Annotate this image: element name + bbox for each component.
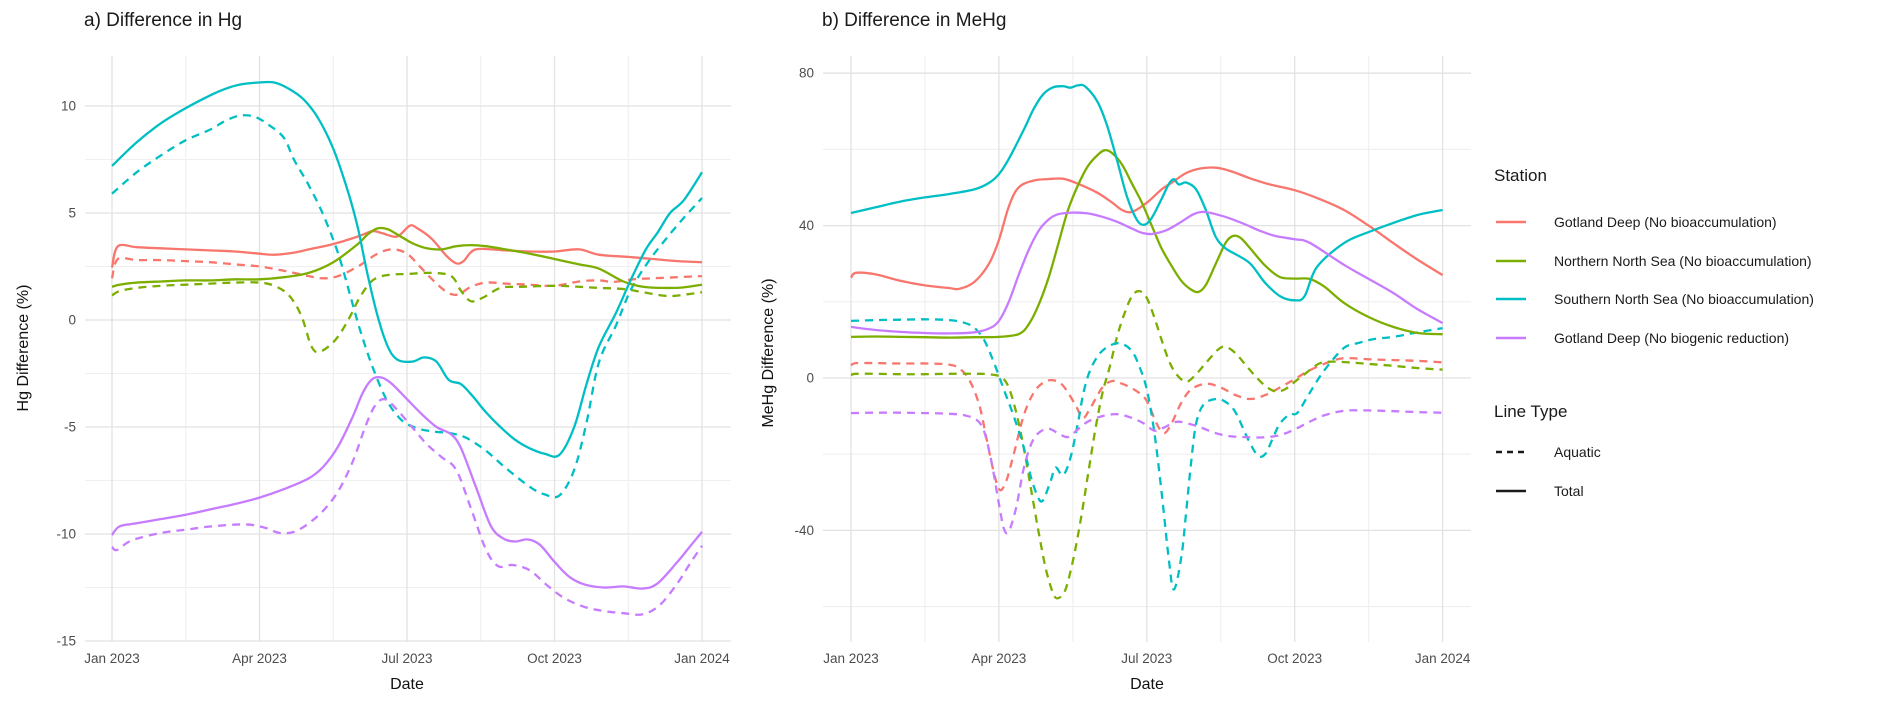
mehg-x-axis-title: Date — [1130, 676, 1164, 693]
legend-station-item-2: Southern North Sea (No bioaccumulation) — [1494, 284, 1814, 314]
legend-station-item-1: Northern North Sea (No bioaccumulation) — [1494, 246, 1812, 276]
x-tick-label: Apr 2023 — [232, 651, 287, 666]
x-tick-label: Jan 2024 — [1415, 651, 1471, 666]
legend: Station Line Type Gotland Deep (No bioac… — [1494, 0, 1884, 704]
legend-item-label: Northern North Sea (No bioaccumulation) — [1554, 252, 1812, 269]
y-tick-label: -15 — [56, 634, 76, 649]
y-tick-label: 80 — [799, 66, 814, 81]
legend-item-label: Southern North Sea (No bioaccumulation) — [1554, 291, 1814, 308]
series-total-2 — [111, 80, 703, 458]
series-aquatic-0 — [110, 248, 703, 297]
x-tick-label: Apr 2023 — [972, 651, 1027, 666]
legend-station-title: Station — [1494, 166, 1547, 185]
mehg-y-axis-title: MeHg Difference (%) — [760, 278, 777, 428]
legend-line-swatch — [1496, 298, 1526, 301]
mehg-chart: 80 40 0 -40 Jan 2023 Apr 2023 Jul 2023 Oct 2023… — [794, 56, 1471, 666]
x-tick-label: Jul 2023 — [1121, 651, 1172, 666]
legend-linetype-title: Line Type — [1494, 402, 1568, 421]
legend-item-label: Total — [1554, 482, 1584, 499]
legend-line-swatch — [1496, 220, 1526, 224]
series-total-0 — [850, 166, 1444, 291]
panel-b-title: b) Difference in MeHg — [822, 10, 1007, 31]
y-tick-label: 5 — [68, 206, 76, 221]
x-tick-label: Jul 2023 — [381, 651, 432, 666]
series-aquatic-2 — [111, 114, 703, 499]
y-tick-label: -40 — [794, 523, 814, 538]
hg-chart: 10 5 0 -5 -10 -15 Jan 2023 Apr 2023 Jul 2023 Oct … — [56, 56, 731, 666]
legend-linetype-item-0: Aquatic — [1494, 437, 1601, 467]
legend-line-swatch — [1496, 450, 1526, 454]
series-total-3 — [850, 210, 1444, 335]
series-total-3 — [111, 375, 703, 590]
legend-item-label: Aquatic — [1554, 444, 1601, 460]
y-tick-label: -5 — [64, 420, 76, 435]
series-total-1 — [850, 148, 1443, 339]
series-aquatic-1 — [111, 271, 703, 354]
legend-line-swatch — [1496, 259, 1526, 262]
legend-item-label: Gotland Deep (No bioaccumulation) — [1554, 214, 1777, 230]
x-tick-label: Jan 2023 — [84, 651, 140, 666]
y-tick-label: 10 — [61, 99, 76, 114]
legend-station-item-3: Gotland Deep (No biogenic reduction) — [1494, 323, 1789, 353]
y-tick-label: 0 — [806, 371, 814, 386]
legend-line-swatch — [1496, 336, 1526, 340]
x-tick-label: Oct 2023 — [1267, 651, 1322, 666]
legend-station-item-0: Gotland Deep (No bioaccumulation) — [1494, 207, 1777, 237]
legend-linetype-item-1: Total — [1494, 476, 1584, 506]
y-tick-label: 40 — [799, 218, 814, 233]
y-tick-label: -10 — [56, 527, 76, 542]
hg-x-axis-title: Date — [390, 676, 424, 693]
series-aquatic-0 — [850, 356, 1443, 492]
hg-y-axis-title: Hg Difference (%) — [15, 284, 32, 412]
series-total-0 — [110, 224, 703, 268]
x-tick-label: Oct 2023 — [527, 651, 582, 666]
series-total-2 — [850, 83, 1443, 302]
legend-line-swatch — [1496, 489, 1526, 492]
series-aquatic-3 — [850, 409, 1443, 535]
panel-a-title: a) Difference in Hg — [84, 10, 243, 31]
y-tick-label: 0 — [68, 313, 76, 328]
series-total-1 — [111, 226, 703, 290]
legend-item-label: Gotland Deep (No biogenic reduction) — [1554, 330, 1790, 347]
series-aquatic-1 — [850, 289, 1443, 600]
x-tick-label: Jan 2023 — [823, 651, 879, 666]
series-aquatic-3 — [111, 397, 703, 616]
x-tick-label: Jan 2024 — [674, 651, 730, 666]
